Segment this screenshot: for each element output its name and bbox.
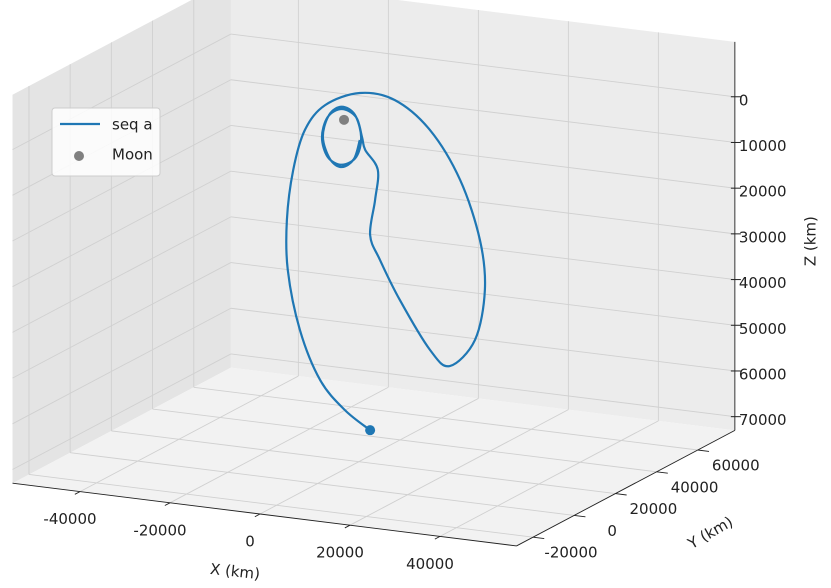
z-tick-label: 50000 [739,320,787,338]
moon-point [339,114,350,125]
legend-label: Moon [112,146,153,164]
trajectory-line [285,91,487,432]
y-tick-label: 40000 [671,478,719,496]
x-tick-label: -20000 [133,521,186,539]
grid-line [12,353,232,470]
pane-floor [12,367,735,546]
grid-line [111,430,616,495]
tick-mark [697,449,710,452]
y-tick-label: 60000 [712,457,760,475]
legend-label: seq a [112,116,153,134]
grid-line [230,33,735,98]
grid-line [152,408,657,473]
grid-line [12,262,232,379]
z-tick-label: 10000 [739,137,787,155]
x-tick-label: 20000 [316,544,364,562]
y-tick-label: -20000 [544,544,597,562]
grid-line [230,216,735,281]
tick-mark [532,536,545,540]
tick-mark [574,514,586,518]
grid-line [12,125,232,242]
tick-mark [615,493,627,496]
tick-mark [344,524,351,529]
z-tick-label: 70000 [739,411,787,429]
grid-line [12,307,232,425]
z-tick-label: 0 [739,91,749,109]
tick-mark [74,491,81,495]
pane-back [230,0,735,431]
z-tick-label: 40000 [739,274,787,292]
x-tick-label: 0 [245,533,255,551]
tick-mark [164,502,171,506]
grid-line [230,307,735,372]
x-axis-title: X (km) [209,560,261,583]
tick-mark [434,536,441,540]
grid-line [12,216,232,333]
grid-line [12,33,232,150]
grid-line [230,353,735,418]
z-axis-title: Z (km) [801,216,819,266]
z-tick-label: 30000 [739,228,787,246]
y-axis-line [516,429,736,547]
grid-line [28,474,534,538]
grid-line [230,262,735,326]
z-tick-label: 60000 [739,365,787,383]
y-axis-title: Y (km) [684,513,736,554]
x-axis-line [12,482,517,547]
z-tick-label: 20000 [739,183,787,201]
grid-line [70,452,575,516]
start-point [365,425,376,436]
grid-line [12,170,232,288]
x-tick-label: -40000 [43,510,96,528]
grid-line [230,125,735,189]
legend-marker [74,151,84,161]
y-tick-label: 0 [607,522,617,540]
x-tick-label: 40000 [406,555,454,573]
grid-line [230,170,735,235]
grid-line [193,386,698,451]
y-tick-label: 20000 [630,500,678,518]
grid-line [230,79,735,143]
tick-mark [254,513,261,518]
tick-mark [656,471,668,474]
